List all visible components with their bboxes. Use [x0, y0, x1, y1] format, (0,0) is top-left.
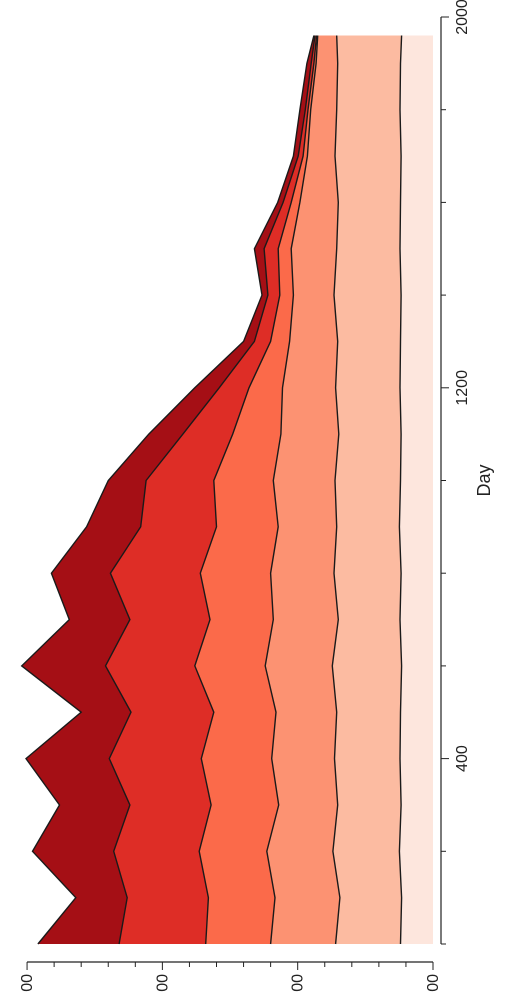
y-tick-label: 500.00 [154, 974, 171, 992]
area-layer-1 [399, 35, 433, 944]
area-layer-2 [332, 35, 402, 944]
y-tick-label: 250.00 [290, 974, 307, 992]
boundary-line-3 [264, 35, 319, 945]
area-layers [21, 35, 433, 944]
boundary-line-4 [194, 35, 318, 945]
axes: 40012002000Day0.00250.00500.00750.00Dist… [19, 0, 494, 992]
boundary-line-2 [331, 35, 341, 945]
x-tick-label: 400 [454, 745, 471, 772]
x-axis-title: Day [474, 464, 494, 496]
boundary-line-5 [104, 35, 316, 945]
boundary-line-1 [398, 35, 403, 945]
y-tick-label: 0.00 [425, 974, 442, 992]
x-tick-label: 2000 [454, 0, 471, 35]
area-layer-5 [105, 35, 317, 944]
boundary-line-6 [20, 35, 315, 945]
area-layer-3 [265, 35, 340, 944]
x-tick-label: 1200 [454, 370, 471, 406]
area-layer-4 [194, 35, 318, 944]
area-layer-6 [21, 35, 315, 944]
boundary-lines [20, 35, 403, 945]
y-tick-label: 750.00 [19, 974, 36, 992]
rotated-plot: 40012002000Day0.00250.00500.00750.00Dist… [19, 0, 494, 992]
